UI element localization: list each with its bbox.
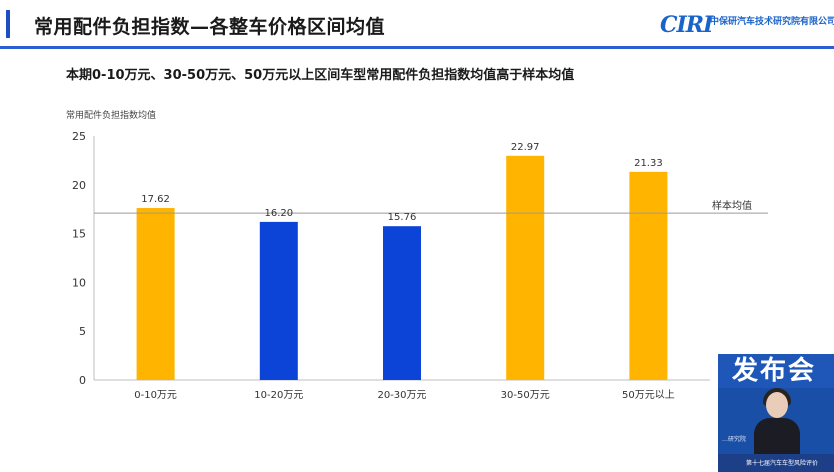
ciri-logo: CIRI 中保研汽车技术研究院有限公司 bbox=[660, 12, 834, 42]
bar bbox=[259, 221, 298, 380]
title-bar: 常用配件负担指数—各整车价格区间均值 CIRI 中保研汽车技术研究院有限公司 bbox=[0, 0, 834, 48]
presenter-face bbox=[766, 392, 788, 418]
presenter-video-overlay: 发布会 …研究院 第十七届汽车车型风险评价 bbox=[718, 354, 834, 472]
y-axis-ticks: 0 5 10 15 20 25 bbox=[72, 130, 86, 387]
bar bbox=[383, 226, 421, 380]
overlay-side-text: …研究院 bbox=[722, 436, 747, 443]
overlay-caption: 第十七届汽车车型风险评价 bbox=[746, 460, 819, 467]
bar bbox=[629, 171, 668, 380]
chart-subtitle: 本期0-10万元、30-50万元、50万元以上区间车型常用配件负担指数均值高于样… bbox=[66, 68, 575, 83]
bar-value-label: 15.76 bbox=[388, 212, 417, 223]
press-conference-banner: 发布会 bbox=[718, 354, 834, 388]
sample-mean-label: 样本均值 bbox=[712, 199, 752, 212]
x-category-label: 20-30万元 bbox=[377, 390, 426, 401]
reference-line-group: 样本均值 bbox=[94, 199, 768, 214]
bar-value-label: 17.62 bbox=[141, 194, 170, 205]
x-axis-categories: 0-10万元 10-20万元 20-30万元 30-50万元 50万元以上 bbox=[134, 389, 675, 401]
data-labels: 17.62 16.20 15.76 22.97 21.33 bbox=[141, 142, 662, 223]
x-category-label: 50万元以上 bbox=[622, 389, 675, 401]
y-tick-label: 15 bbox=[72, 228, 86, 241]
x-category-label: 0-10万元 bbox=[134, 390, 177, 401]
logo-mark: CIRI bbox=[660, 12, 713, 38]
y-tick-label: 20 bbox=[72, 179, 86, 192]
y-tick-label: 5 bbox=[79, 325, 86, 338]
title-underline bbox=[0, 46, 834, 49]
bar bbox=[506, 155, 545, 380]
bars bbox=[136, 155, 668, 380]
x-category-label: 30-50万元 bbox=[501, 390, 550, 401]
bar-value-label: 21.33 bbox=[634, 158, 663, 169]
title-accent-bar bbox=[6, 10, 10, 38]
bar-value-label: 22.97 bbox=[511, 142, 540, 153]
bar-value-label: 16.20 bbox=[264, 208, 293, 219]
x-category-label: 10-20万元 bbox=[254, 390, 303, 401]
y-tick-label: 10 bbox=[72, 276, 86, 289]
y-tick-label: 25 bbox=[72, 130, 86, 143]
logo-company-name: 中保研汽车技术研究院有限公司 bbox=[710, 17, 834, 27]
slide-title: 常用配件负担指数—各整车价格区间均值 bbox=[34, 16, 386, 38]
bar bbox=[136, 208, 175, 380]
y-tick-label: 0 bbox=[79, 374, 86, 387]
y-axis-label: 常用配件负担指数均值 bbox=[66, 109, 156, 121]
podium bbox=[718, 454, 834, 472]
